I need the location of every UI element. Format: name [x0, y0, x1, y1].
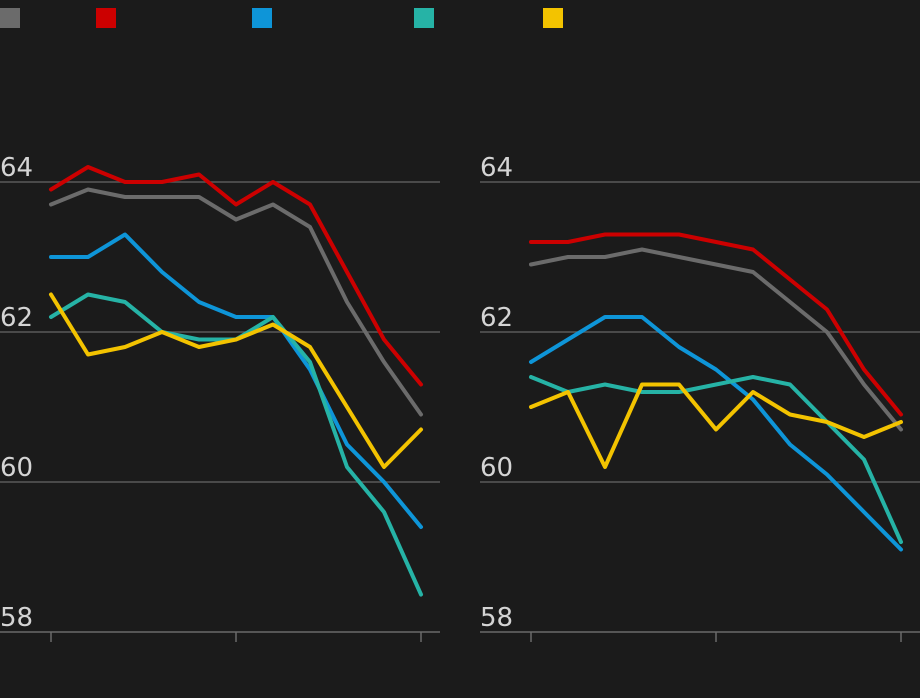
series-line-3	[49, 232, 423, 529]
chart-panel-left: 58 60 62 64	[0, 153, 440, 642]
y-tick-label-64: 64	[0, 153, 33, 183]
legend	[0, 8, 563, 28]
legend-swatch-4	[414, 8, 434, 28]
series-line-2	[49, 165, 423, 387]
legend-swatch-3	[252, 8, 272, 28]
series-line-5	[529, 382, 903, 469]
y-tick-label-58: 58	[0, 603, 33, 633]
series-line-1	[529, 247, 903, 432]
series-line-5	[49, 292, 423, 469]
y-tick-label-64: 64	[480, 153, 513, 183]
legend-swatch-2	[96, 8, 116, 28]
chart-panel-right: 58 60 62 64	[480, 153, 920, 642]
series-line-3	[529, 315, 903, 552]
series-line-4	[529, 375, 903, 544]
series-line-1	[49, 187, 423, 417]
legend-swatch-1	[0, 8, 20, 28]
y-tick-label-60: 60	[480, 453, 513, 483]
y-tick-label-60: 60	[0, 453, 33, 483]
y-tick-label-58: 58	[480, 603, 513, 633]
y-tick-label-62: 62	[0, 303, 33, 333]
series-line-2	[529, 232, 903, 417]
y-tick-label-62: 62	[480, 303, 513, 333]
legend-swatch-5	[543, 8, 563, 28]
